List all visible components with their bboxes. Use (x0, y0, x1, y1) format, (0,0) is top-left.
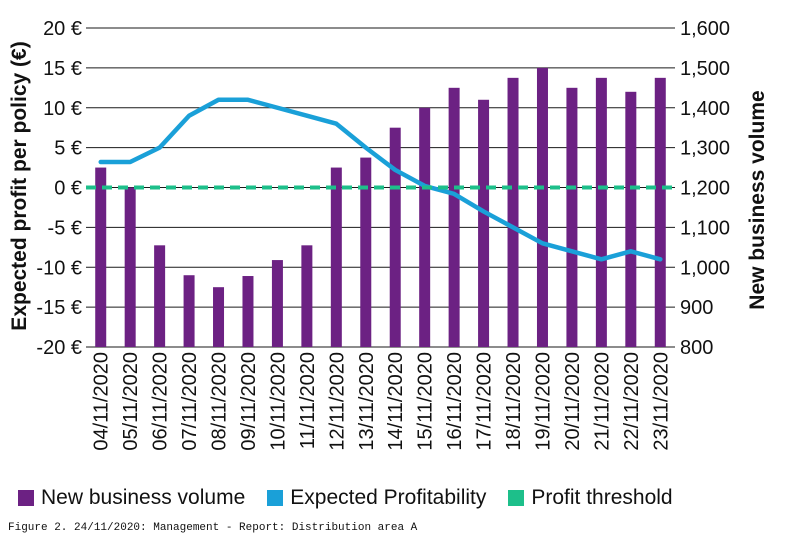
x-tick-label: 11/11/2020 (297, 352, 319, 449)
bar (154, 245, 166, 347)
x-tick-label: 07/11/2020 (179, 352, 201, 451)
y2-tick-label: 1,000 (680, 257, 730, 279)
legend-swatch-threshold (508, 490, 525, 506)
bar (566, 87, 578, 347)
legend-item-threshold: Profit threshold (508, 486, 673, 510)
legend-label-profitability: Expected Profitability (290, 486, 487, 509)
y2-axis-label: New business volume (746, 90, 769, 309)
legend-label-threshold: Profit threshold (531, 486, 673, 509)
bar (183, 275, 195, 347)
bar (301, 245, 313, 347)
y-tick-label: 0 € (54, 178, 82, 200)
bar (419, 107, 431, 347)
bar (124, 187, 136, 347)
chart: -20 € -15 € -10 € -5 € 0 € 5 € 10 € 15 € 20 € 80… (8, 18, 769, 451)
x-tick-label: 18/11/2020 (503, 352, 525, 451)
x-tick-label: 15/11/2020 (415, 352, 437, 451)
x-tick-label: 23/11/2020 (650, 352, 672, 451)
y-tick-label: -20 € (36, 337, 82, 359)
bar (595, 77, 607, 347)
legend-label-volume: New business volume (41, 486, 246, 509)
bars (95, 67, 666, 348)
legend-item-volume: New business volume (18, 486, 245, 510)
bar (95, 167, 107, 347)
bar (536, 67, 548, 347)
figure-caption: Figure 2. 24/11/2020: Management - Repor… (8, 522, 418, 534)
x-tick-label: 09/11/2020 (238, 352, 260, 451)
y2-tick-label: 1,400 (680, 98, 730, 120)
bar (242, 276, 254, 347)
x-tick-label: 10/11/2020 (267, 352, 289, 451)
x-tick-label: 05/11/2020 (120, 352, 142, 451)
bar (478, 99, 490, 348)
left-axis-ticks: -20 € -15 € -10 € -5 € 0 € 5 € 10 € 15 € 20 € (36, 18, 82, 359)
legend-swatch-volume (18, 490, 34, 506)
y2-tick-label: 1,500 (680, 58, 730, 80)
right-axis-ticks: 800 900 1,000 1,100 1,200 1,300 1,400 1,500 1,60… (680, 18, 730, 359)
y2-tick-label: 1,300 (680, 138, 730, 160)
bar (271, 260, 283, 347)
x-tick-label: 12/11/2020 (326, 352, 348, 451)
x-tick-label: 17/11/2020 (474, 352, 496, 451)
legend-item-profitability: Expected Profitability (267, 486, 486, 510)
bar (448, 87, 460, 347)
legend-swatch-profitability (267, 490, 284, 506)
bar (625, 91, 637, 347)
y2-tick-label: 1,200 (680, 178, 730, 200)
legend: New business volume Expected Profitabili… (18, 486, 695, 510)
y-axis-label: Expected profit per policy (€) (8, 41, 31, 330)
lines (86, 97, 675, 262)
y-tick-label: 15 € (43, 58, 82, 80)
x-tick-label: 19/11/2020 (532, 352, 554, 451)
bar (507, 77, 519, 347)
y2-tick-label: 1,600 (680, 18, 730, 40)
y-tick-label: 5 € (54, 138, 82, 160)
y-tick-label: 10 € (43, 98, 82, 120)
x-tick-label: 21/11/2020 (591, 352, 613, 451)
x-tick-label: 04/11/2020 (91, 352, 113, 451)
bar (654, 77, 666, 347)
x-axis-ticks: 04/11/2020 05/11/2020 06/11/2020 07/11/2020… (91, 352, 673, 451)
x-tick-label: 13/11/2020 (356, 352, 378, 451)
x-tick-label: 14/11/2020 (385, 352, 407, 451)
x-tick-label: 20/11/2020 (562, 352, 584, 451)
x-tick-label: 08/11/2020 (209, 352, 231, 451)
x-tick-label: 22/11/2020 (621, 352, 643, 451)
y-tick-label: -5 € (48, 217, 82, 239)
profitability-line (98, 97, 663, 262)
bar (389, 127, 401, 347)
bar (330, 167, 342, 347)
y2-tick-label: 900 (680, 297, 713, 319)
bar (213, 287, 225, 347)
bar (360, 157, 372, 347)
y-tick-label: -15 € (36, 297, 82, 319)
y2-tick-label: 1,100 (680, 217, 730, 239)
x-tick-label: 16/11/2020 (444, 352, 466, 451)
y2-tick-label: 800 (680, 337, 713, 359)
x-tick-label: 06/11/2020 (150, 352, 172, 451)
y-tick-label: 20 € (43, 18, 82, 40)
y-tick-label: -10 € (36, 257, 82, 279)
